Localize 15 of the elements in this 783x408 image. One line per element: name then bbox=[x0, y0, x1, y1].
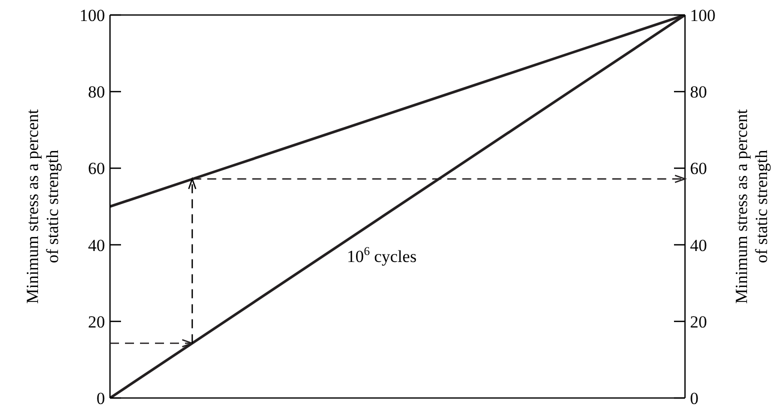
y-axis-title: Minimum stress as a percent of static strength bbox=[23, 108, 62, 304]
y-tick-label: 60 bbox=[88, 159, 105, 178]
y2-axis-title: Minimum stress as a percent of static strength bbox=[732, 108, 771, 304]
y2-tick-label: 20 bbox=[690, 312, 707, 332]
y-tick-label: 40 bbox=[88, 236, 105, 255]
y2-tick-label: 40 bbox=[690, 236, 707, 255]
y-tick-label: 100 bbox=[80, 6, 105, 26]
y2-tick-label: 100 bbox=[690, 6, 716, 26]
y-tick-label: 0 bbox=[96, 389, 105, 408]
annotation: 10$^{6}$ cycles bbox=[346, 244, 417, 266]
y2-tick-label: 60 bbox=[690, 159, 707, 178]
y-tick-label: 80 bbox=[88, 82, 105, 102]
y2-tick-label: 80 bbox=[690, 82, 707, 102]
y2-tick-label: 0 bbox=[690, 389, 698, 408]
y-tick-label: 20 bbox=[88, 312, 105, 332]
